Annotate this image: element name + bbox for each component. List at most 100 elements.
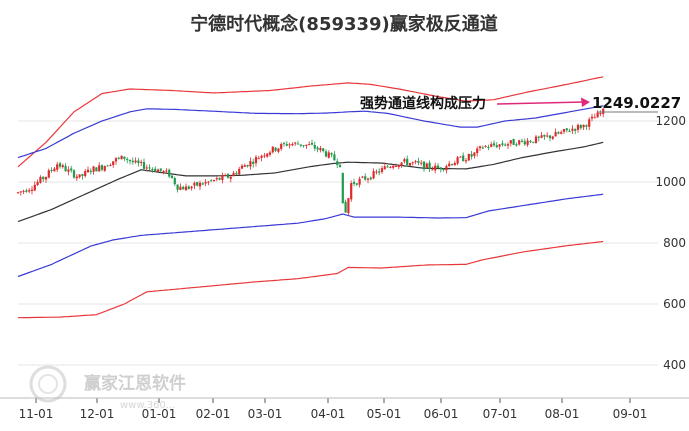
- inner-upper-band: [17, 105, 604, 159]
- candle-body: [254, 157, 258, 164]
- candle-body: [344, 201, 347, 213]
- candle-body: [78, 174, 81, 178]
- inner-lower-band: [17, 193, 604, 278]
- candle: [44, 176, 48, 183]
- candle: [529, 139, 532, 144]
- candle: [53, 166, 56, 172]
- candle-body: [490, 144, 493, 147]
- candle: [176, 184, 179, 193]
- candle: [78, 174, 81, 179]
- y-tick-label-1200: 1200: [655, 114, 686, 128]
- candle: [103, 165, 106, 172]
- y-tick-label-800: 800: [663, 236, 686, 250]
- candle-body: [599, 113, 602, 115]
- candle: [540, 131, 543, 139]
- candle: [453, 160, 456, 166]
- candle-body: [201, 183, 204, 185]
- candle-body: [282, 143, 286, 145]
- candle-body: [576, 124, 580, 130]
- candle-body: [548, 135, 552, 139]
- candle-body: [168, 169, 171, 177]
- x-tick-label-07-01: 07-01: [483, 407, 518, 421]
- candle: [36, 179, 39, 187]
- candle: [459, 155, 462, 158]
- candle-body: [109, 164, 112, 166]
- candle: [75, 174, 78, 181]
- candle: [593, 113, 596, 119]
- candle-body: [574, 128, 577, 131]
- candle: [417, 157, 420, 166]
- candle: [114, 157, 118, 165]
- candle-body: [28, 190, 31, 192]
- candle: [257, 155, 260, 160]
- candle: [352, 178, 356, 187]
- candle: [431, 166, 434, 171]
- candle: [380, 165, 384, 175]
- candle: [411, 161, 414, 166]
- watermark-text: 赢家江恩软件: [84, 373, 186, 394]
- candle-body: [95, 167, 98, 172]
- candle-body: [50, 170, 53, 172]
- candle: [56, 161, 59, 173]
- candle: [406, 155, 409, 167]
- candle-body: [288, 144, 291, 146]
- candle: [263, 152, 266, 159]
- candle: [33, 181, 36, 192]
- candle: [534, 134, 538, 144]
- candle-body: [106, 165, 109, 167]
- candle-body: [582, 124, 585, 128]
- candle: [182, 185, 185, 190]
- candle: [238, 166, 241, 176]
- x-tick-label-12-01: 12-01: [80, 407, 115, 421]
- candle-body: [350, 183, 353, 200]
- candle: [509, 140, 512, 147]
- candle: [450, 163, 454, 166]
- candle: [134, 157, 137, 164]
- candle-body: [58, 163, 62, 167]
- candle: [168, 168, 171, 179]
- candle-body: [422, 161, 426, 170]
- x-tick-label-05-01: 05-01: [367, 407, 402, 421]
- candle-body: [33, 184, 36, 191]
- candle-body: [165, 170, 168, 172]
- candle-body: [476, 148, 479, 154]
- candle-body: [417, 161, 420, 163]
- candle: [568, 128, 571, 133]
- candle-body: [319, 147, 322, 151]
- candle-body: [294, 142, 297, 144]
- candle-body: [392, 165, 395, 168]
- candle: [95, 167, 98, 172]
- candle-body: [543, 134, 546, 137]
- candle-body: [47, 170, 50, 178]
- candle-body: [296, 143, 300, 145]
- x-tick-label-08-01: 08-01: [545, 407, 580, 421]
- candle-body: [529, 141, 532, 143]
- candle-body: [103, 166, 106, 171]
- candle-body: [291, 143, 294, 146]
- candle-body: [81, 174, 84, 176]
- candle: [554, 128, 557, 137]
- candle: [565, 128, 568, 133]
- candle: [487, 144, 490, 151]
- candle: [128, 159, 132, 165]
- candle: [170, 175, 174, 179]
- candle-body: [302, 145, 305, 147]
- candle-body: [400, 162, 403, 166]
- candle: [543, 134, 546, 140]
- candle-body: [36, 181, 39, 186]
- candle-body: [338, 164, 342, 168]
- candle: [86, 166, 90, 173]
- x-tick-label-06-01: 06-01: [424, 407, 459, 421]
- outer-upper-band: [17, 76, 604, 168]
- candle: [383, 162, 386, 170]
- candle-body: [386, 166, 389, 168]
- candle-body: [148, 167, 151, 169]
- candle-body: [501, 143, 504, 145]
- candle: [229, 175, 232, 183]
- candle-body: [238, 168, 241, 175]
- candle: [425, 162, 428, 169]
- candle-body: [61, 165, 64, 167]
- candle-body: [75, 176, 78, 179]
- candle-body: [512, 139, 515, 145]
